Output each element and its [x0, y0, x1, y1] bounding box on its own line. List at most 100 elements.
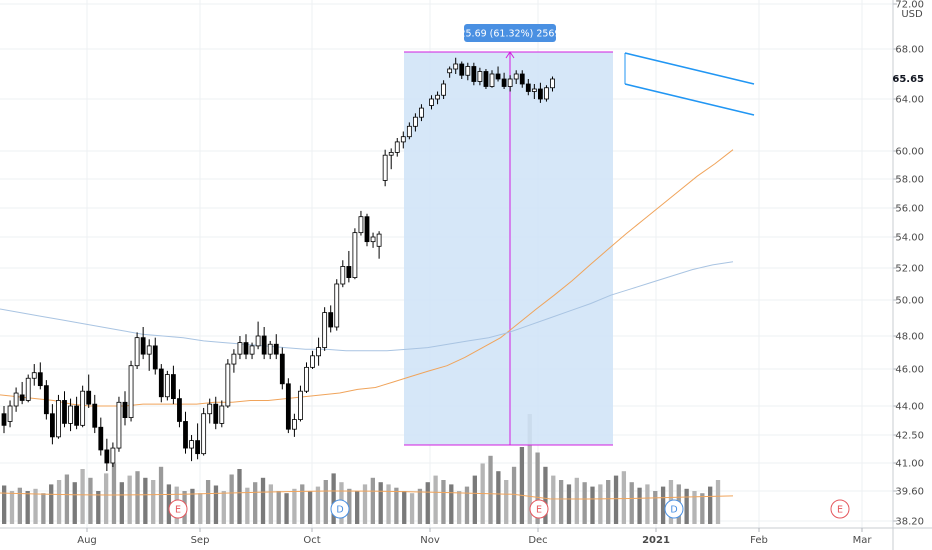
volume-bar — [49, 484, 54, 524]
volume-bar — [449, 484, 454, 524]
volume-bar — [72, 482, 77, 524]
candle — [507, 75, 513, 92]
volume-bar — [629, 482, 634, 524]
event-marker-label: E — [837, 505, 843, 516]
candle — [465, 62, 471, 81]
volume-bar — [645, 484, 650, 524]
candle-body — [346, 266, 352, 279]
y-tick-label: 60.00 — [895, 147, 924, 158]
candle — [50, 404, 55, 445]
candle — [406, 122, 412, 140]
candle — [1, 406, 7, 434]
candle — [364, 213, 370, 247]
measure-label-box — [464, 24, 556, 42]
candle-body — [370, 236, 376, 243]
candle-body — [110, 447, 116, 464]
candle — [86, 374, 92, 408]
y-tick-label: 48.00 — [895, 332, 924, 343]
volume-bar — [504, 480, 509, 524]
candle — [201, 407, 207, 456]
volume-bar — [111, 463, 117, 524]
candle — [213, 396, 219, 430]
x-tick-label: Mar — [853, 535, 873, 546]
y-tick-label: 46.00 — [895, 365, 924, 376]
volume-layer — [2, 414, 721, 524]
candle-body — [447, 68, 453, 74]
sma-orange-line — [0, 149, 734, 407]
volume-bar — [441, 480, 446, 524]
volume-bar — [566, 484, 572, 524]
volume-bar — [9, 491, 15, 524]
x-axis[interactable]: Aug Sep Oct Nov Dec 2021 Feb Mar — [0, 527, 932, 546]
candle — [255, 321, 261, 350]
candle-body — [189, 440, 194, 449]
candle — [237, 336, 243, 360]
candle-body — [513, 73, 519, 80]
candle — [285, 378, 291, 434]
volume-bar — [535, 452, 540, 524]
candle-body — [25, 377, 31, 401]
candle-body — [459, 63, 465, 76]
candle — [7, 400, 13, 428]
candle — [183, 411, 188, 454]
candle — [146, 339, 152, 371]
volume-bar — [606, 480, 611, 524]
candle-body — [195, 440, 201, 455]
volume-bar — [315, 486, 321, 524]
candle — [501, 72, 507, 89]
volume-bar — [684, 488, 689, 524]
volume-bar — [41, 493, 46, 524]
candle-body — [298, 390, 303, 420]
volume-bar — [692, 491, 697, 524]
candle — [152, 337, 158, 375]
candle — [104, 438, 110, 471]
y-tick-label: 38.20 — [895, 517, 924, 528]
candle-body — [183, 421, 188, 449]
volume-bar — [135, 471, 140, 524]
candle — [340, 260, 346, 288]
volume-bar — [151, 480, 156, 524]
volume-bar — [660, 486, 666, 524]
candle — [471, 62, 477, 86]
candle — [158, 364, 164, 403]
candle-body — [13, 392, 19, 407]
candle — [412, 113, 418, 132]
candle-body — [152, 345, 158, 370]
candle — [25, 374, 31, 403]
candle-body — [352, 232, 358, 278]
candle-body — [376, 233, 382, 247]
candle — [31, 364, 37, 386]
volume-bar — [582, 482, 587, 524]
y-tick-label: 44.00 — [895, 402, 924, 413]
candle — [267, 340, 273, 360]
volume-bar — [386, 484, 391, 524]
candle-body — [261, 335, 267, 355]
y-tick-label: 50.00 — [895, 296, 924, 307]
candle-body — [74, 405, 79, 426]
candle-body — [62, 400, 67, 424]
volume-bar — [323, 480, 328, 524]
volume-bar — [245, 487, 250, 524]
y-tick-label: 42.50 — [895, 431, 924, 442]
candle-body — [19, 394, 25, 401]
candle — [370, 232, 376, 248]
candle — [525, 79, 531, 96]
volume-bar — [260, 477, 266, 524]
x-tick-label: Dec — [528, 535, 547, 546]
candle-body — [477, 71, 483, 82]
volume-bar — [143, 477, 148, 524]
volume-bar — [103, 473, 109, 524]
y-axis[interactable]: 72.00 68.00 64.00 60.00 58.00 56.00 54.00 52.00… — [892, 0, 924, 550]
candle — [376, 231, 382, 259]
candle-body — [92, 403, 98, 428]
y-tick-label: 58.00 — [895, 175, 924, 186]
event-marker-label: D — [670, 505, 677, 516]
candle-body — [358, 216, 364, 234]
candle-body — [279, 353, 285, 385]
candle-body — [441, 83, 447, 96]
x-tick-label: Aug — [77, 535, 97, 546]
volume-bar — [198, 493, 203, 524]
candle-body — [388, 151, 394, 156]
volume-bar — [613, 475, 619, 524]
